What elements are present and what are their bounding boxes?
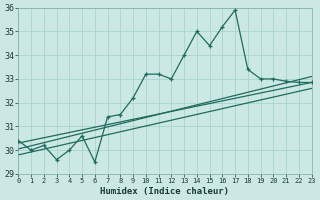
X-axis label: Humidex (Indice chaleur): Humidex (Indice chaleur) [100, 187, 229, 196]
